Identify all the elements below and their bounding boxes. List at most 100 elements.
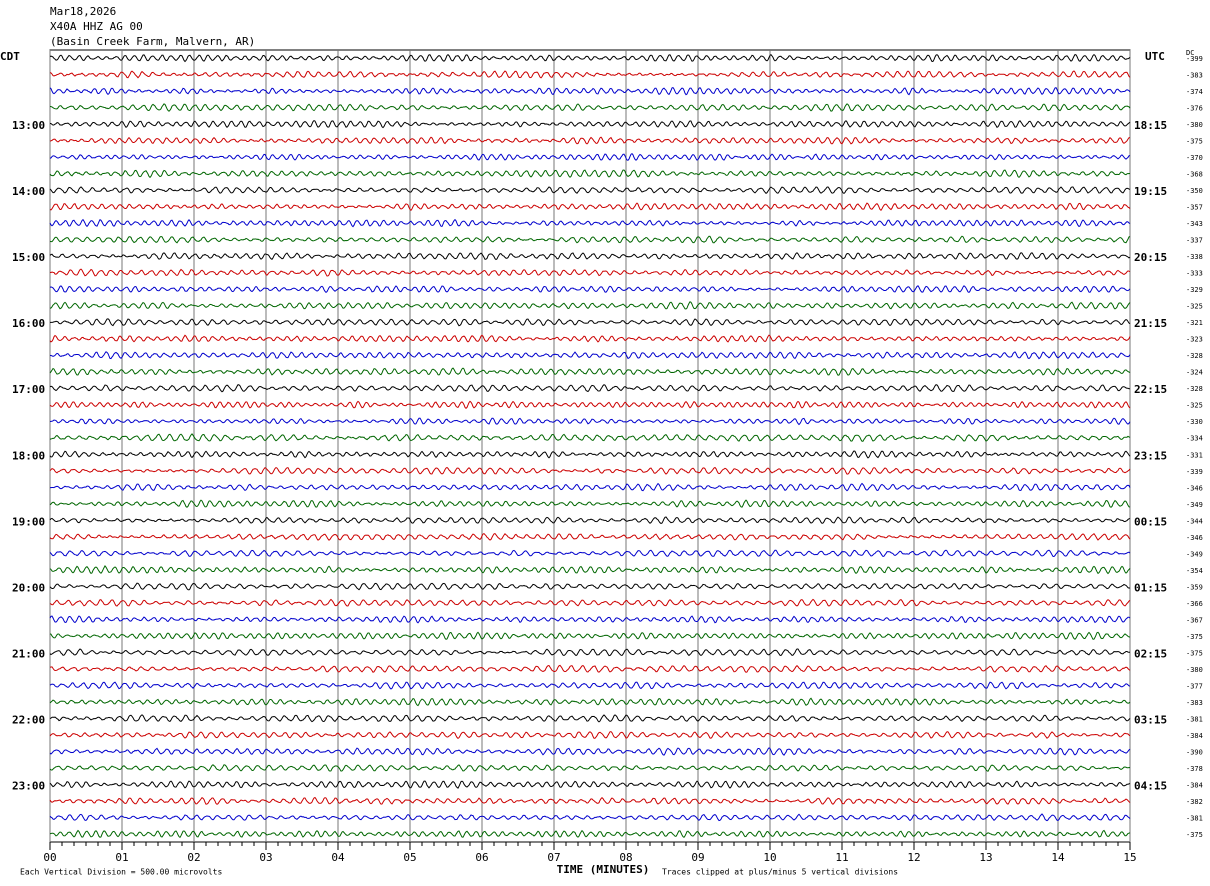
dc-value: -378 — [1186, 765, 1203, 773]
dc-value: -375 — [1186, 831, 1203, 839]
dc-value: -384 — [1186, 732, 1203, 740]
trace — [49, 218, 1131, 228]
dc-value: -380 — [1186, 666, 1203, 674]
trace — [49, 53, 1131, 63]
x-tick-label: 09 — [691, 851, 704, 864]
right-time: 01:15 — [1134, 581, 1167, 594]
dc-value: -370 — [1186, 154, 1203, 162]
dc-value: -381 — [1186, 715, 1203, 723]
dc-value: -380 — [1186, 121, 1203, 129]
trace — [49, 417, 1131, 426]
dc-value: -339 — [1186, 468, 1203, 476]
right-time: 02:15 — [1134, 647, 1167, 660]
left-time: 23:00 — [12, 779, 45, 792]
trace — [49, 747, 1131, 756]
dc-value: -349 — [1186, 550, 1203, 558]
dc-value: -375 — [1186, 138, 1203, 146]
dc-value: -333 — [1186, 270, 1203, 278]
trace — [49, 136, 1131, 145]
trace — [50, 318, 1131, 327]
right-time: 18:15 — [1134, 119, 1167, 132]
dc-header: DC — [1186, 49, 1194, 57]
trace — [49, 648, 1130, 657]
left-time: 14:00 — [12, 185, 45, 198]
trace — [49, 516, 1131, 524]
right-time: 19:15 — [1134, 185, 1167, 198]
trace — [49, 384, 1130, 393]
trace — [49, 615, 1131, 624]
trace — [49, 796, 1131, 805]
station: X40A HHZ AG 00 — [50, 20, 143, 33]
trace — [49, 301, 1131, 310]
x-tick-label: 12 — [907, 851, 920, 864]
dc-value: -337 — [1186, 237, 1203, 245]
trace — [49, 252, 1131, 261]
dc-value: -350 — [1186, 187, 1203, 195]
dc-value: -334 — [1186, 435, 1203, 443]
trace — [49, 103, 1131, 112]
dc-value: -346 — [1186, 534, 1203, 542]
trace — [49, 598, 1131, 607]
dc-value: -329 — [1186, 286, 1203, 294]
x-axis-label: TIME (MINUTES) — [557, 863, 650, 876]
trace — [49, 466, 1131, 475]
location: (Basin Creek Farm, Malvern, AR) — [50, 35, 255, 48]
dc-value: -349 — [1186, 501, 1203, 509]
trace — [49, 731, 1131, 740]
dc-value: -338 — [1186, 253, 1203, 261]
right-zone: UTC — [1145, 50, 1165, 63]
x-tick-label: 08 — [619, 851, 632, 864]
trace — [49, 202, 1131, 212]
right-time: 04:15 — [1134, 779, 1167, 792]
dc-value: -324 — [1186, 369, 1203, 377]
dc-value: -321 — [1186, 319, 1203, 327]
trace — [49, 681, 1131, 690]
date: Mar18,2026 — [50, 5, 116, 18]
trace — [49, 780, 1131, 789]
left-time: 20:00 — [12, 581, 45, 594]
left-time: 17:00 — [12, 383, 45, 396]
x-tick-label: 11 — [835, 851, 848, 864]
trace — [49, 400, 1131, 409]
clip-note: Traces clipped at plus/minus 5 vertical … — [662, 868, 898, 877]
trace — [49, 813, 1131, 822]
x-tick-label: 05 — [403, 851, 416, 864]
right-time: 23:15 — [1134, 449, 1167, 462]
dc-value: -368 — [1186, 171, 1203, 179]
trace — [49, 334, 1131, 343]
x-tick-label: 02 — [187, 851, 200, 864]
x-tick-label: 03 — [259, 851, 272, 864]
dc-value: -367 — [1186, 616, 1203, 624]
right-time: 00:15 — [1134, 515, 1167, 528]
dc-value: -344 — [1186, 517, 1203, 525]
trace — [49, 285, 1131, 294]
left-time: 18:00 — [12, 449, 45, 462]
trace — [49, 714, 1131, 723]
x-tick-label: 00 — [43, 851, 56, 864]
dc-value: -377 — [1186, 682, 1203, 690]
dc-value: -328 — [1186, 385, 1203, 393]
frame — [49, 49, 1131, 843]
trace — [49, 367, 1131, 376]
dc-value: -331 — [1186, 451, 1203, 459]
right-time: 21:15 — [1134, 317, 1167, 330]
dc-value: -383 — [1186, 699, 1203, 707]
x-tick-label: 04 — [331, 851, 345, 864]
right-time: 20:15 — [1134, 251, 1167, 264]
trace — [49, 169, 1131, 179]
x-tick-label: 07 — [547, 851, 560, 864]
x-tick-label: 14 — [1051, 851, 1065, 864]
left-time: 21:00 — [12, 647, 45, 660]
dc-value: -328 — [1186, 352, 1203, 360]
trace — [49, 70, 1131, 79]
trace — [49, 482, 1131, 492]
trace — [49, 119, 1131, 129]
x-tick-label: 15 — [1123, 851, 1136, 864]
trace — [49, 450, 1131, 459]
trace — [49, 433, 1131, 442]
dc-value: -375 — [1186, 633, 1203, 641]
x-tick-label: 01 — [115, 851, 128, 864]
trace — [49, 549, 1131, 558]
dc-value: -381 — [1186, 814, 1203, 822]
